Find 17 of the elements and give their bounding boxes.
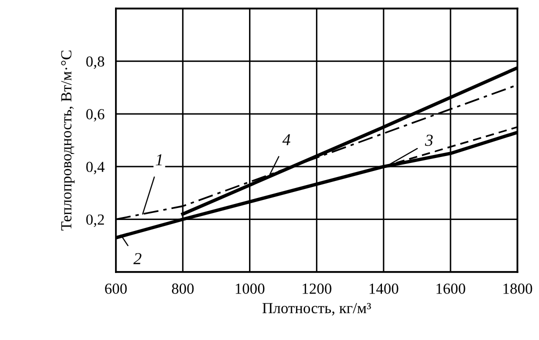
x-tick-label: 600 — [105, 284, 127, 294]
y-tick-label: 0,4 — [86, 162, 105, 174]
y-axis-title: Теплопроводность, Вт/м·°С — [61, 50, 75, 230]
x-tick-label: 1000 — [236, 284, 264, 294]
y-tick-label: 0,8 — [86, 56, 104, 69]
annotation: 4 — [282, 134, 290, 146]
annotation: 1 — [156, 154, 162, 166]
x-tick-label: 1200 — [302, 284, 332, 294]
y-tick-label: 0,6 — [86, 109, 104, 122]
x-axis-title: Плотность, кг/м³ — [262, 303, 371, 316]
annotation: 2 — [133, 253, 142, 264]
annotation: 3 — [424, 134, 433, 146]
y-tick-label: 0,2 — [86, 214, 104, 227]
x-tick-label: 800 — [172, 284, 194, 294]
x-tick-label: 1600 — [436, 284, 466, 294]
x-tick-label: 1800 — [504, 284, 532, 294]
x-tick-label: 1400 — [370, 284, 398, 294]
